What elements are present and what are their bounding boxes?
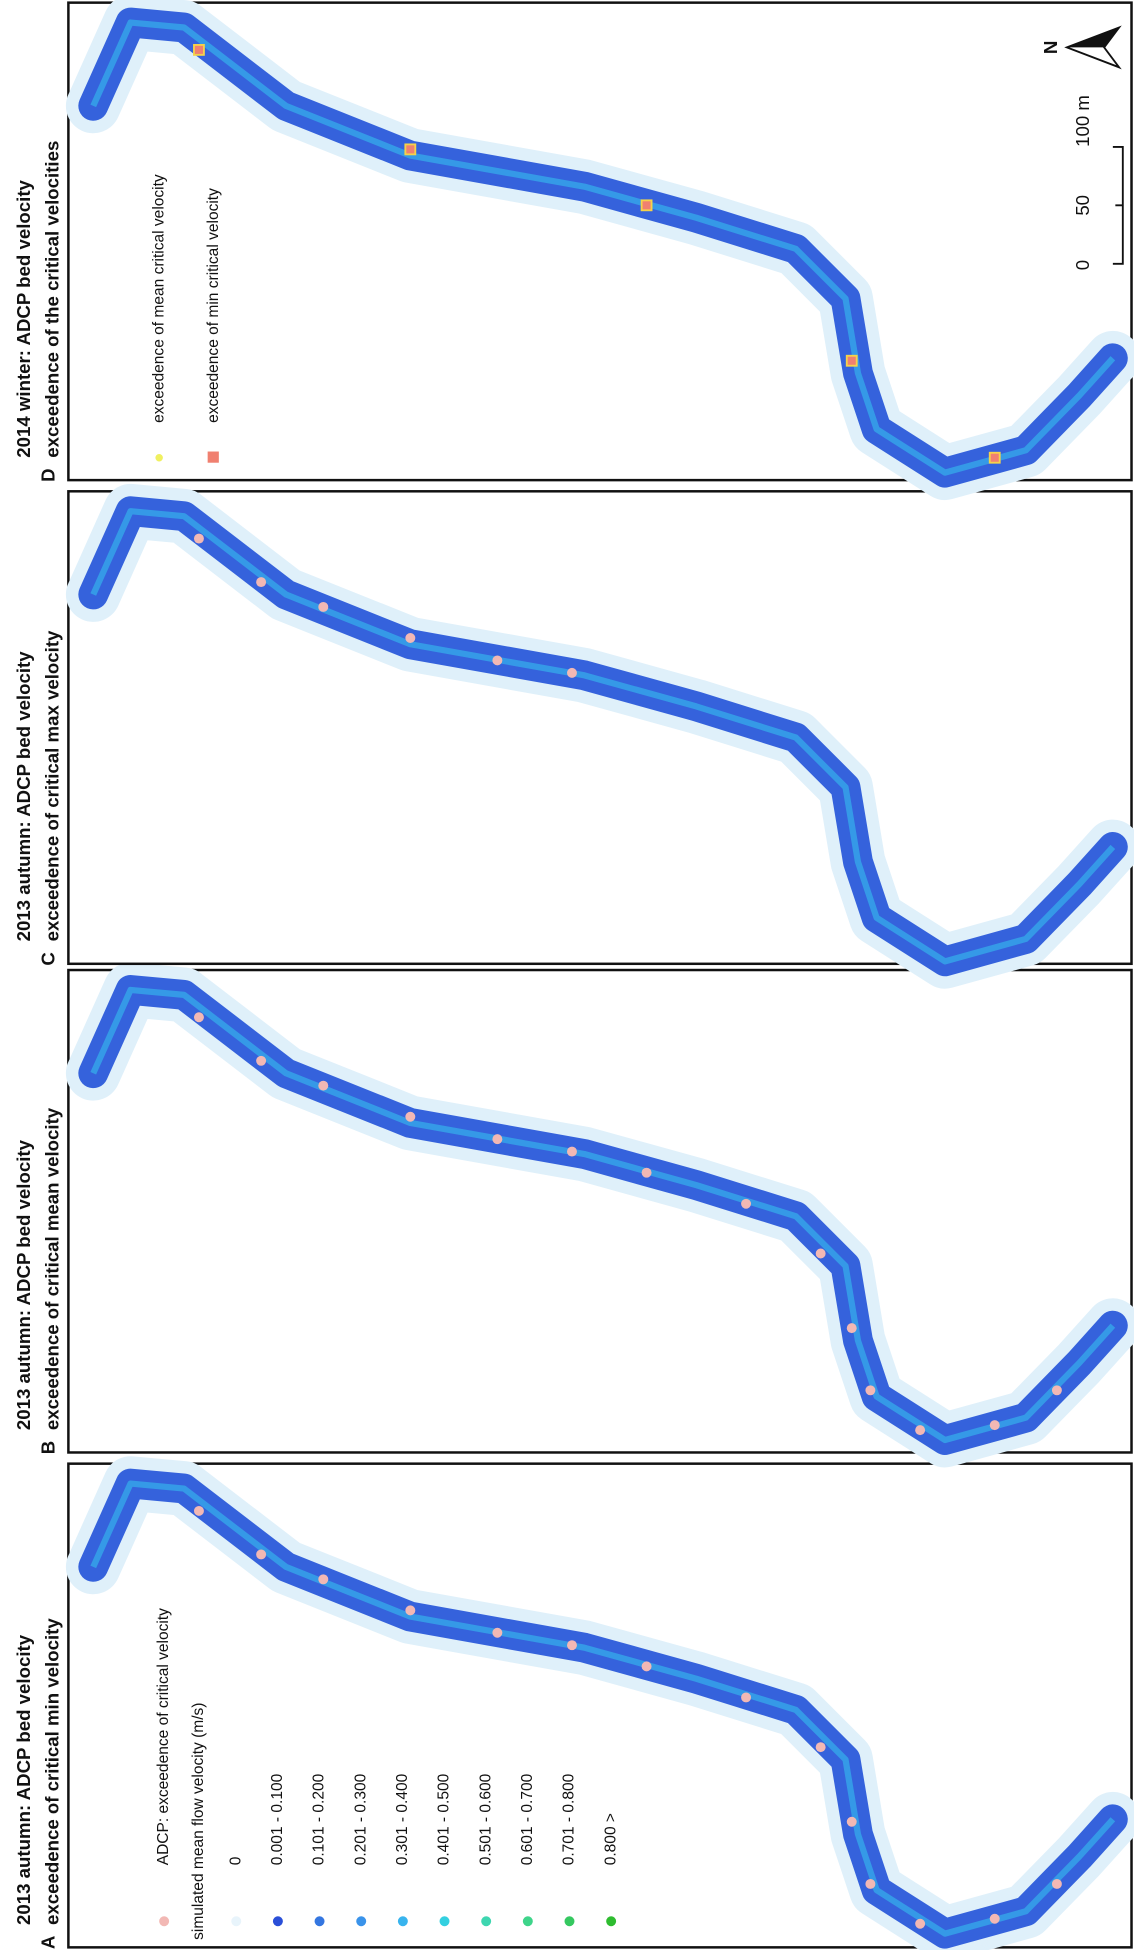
exceedence-point [845,354,858,367]
adcp-point [1051,1878,1062,1889]
panel-title: exceedence of critical min velocity [41,1618,62,1925]
adcp-point [193,533,204,544]
adcp-point [865,1878,876,1889]
panel-title: 2013 autumn: ADCP bed velocity [13,651,34,942]
legend-label: 0.601 - 0.700 [519,1773,536,1865]
legend-swatch [231,1916,242,1927]
legend-swatch [314,1916,325,1927]
legend-label: 0.401 - 0.500 [436,1773,453,1865]
river [78,975,1128,1455]
scale-bar [1112,145,1124,265]
legend-label: 0.201 - 0.300 [352,1773,369,1865]
adcp-point [741,1198,752,1209]
legend-marker [207,451,219,463]
adcp-point [567,1146,577,1157]
legend-label: 0.301 - 0.400 [394,1773,411,1865]
legend-swatch [397,1916,408,1927]
adcp-point [846,1816,857,1827]
panel-title: 2014 winter: ADCP bed velocity [13,179,34,457]
adcp-point [1051,1385,1062,1396]
scale-label: 100 m [1072,95,1093,147]
legend-swatch [564,1916,575,1927]
adcp-point [256,1055,267,1066]
adcp-point [193,1012,204,1023]
adcp-point [256,577,267,588]
legend-swatch [481,1916,492,1927]
legend-swatch [272,1916,283,1927]
legend-swatch [522,1916,533,1927]
adcp-point [256,1549,267,1560]
panel-title: exceedence of critical max velocity [41,630,62,941]
panel-title: exceedence of the critical velocities [41,141,62,458]
adcp-point [815,1742,826,1753]
legend-label: 0.501 - 0.600 [477,1773,494,1865]
river [78,1468,1128,1949]
panel-letter: C [38,952,59,965]
panel-title: 2013 autumn: ADCP bed velocity [13,1634,34,1925]
legend-label: ADCP: exceedence of critical velocity [155,1608,172,1865]
scale-label: 50 [1072,195,1093,216]
adcp-point [318,1574,329,1585]
legend-swatch [606,1916,617,1927]
adcp-point [405,1605,416,1616]
legend-label: 0 [227,1856,244,1865]
adcp-point [989,1913,1000,1924]
panel-frame [67,1,1133,482]
panel-letter: B [38,1441,59,1454]
panel-title: 2013 autumn: ADCP bed velocity [13,1139,34,1430]
north-label: N [1040,41,1061,54]
adcp-point [641,1167,652,1178]
adcp-point [318,601,329,612]
adcp-point [846,1323,857,1334]
adcp-point [915,1918,926,1929]
exceedence-point [640,199,653,212]
adcp-point [915,1425,926,1436]
panel-frame [67,968,1133,1454]
legend-label: 0.001 - 0.100 [269,1773,286,1865]
map-panel [65,483,1134,989]
adcp-point [405,633,416,644]
adcp-point [492,1134,503,1145]
map-panel [65,1456,1134,1950]
river [78,496,1128,977]
legend-heading: simulated mean flow velocity (m/s) [190,1703,207,1940]
legend-swatch [356,1916,367,1927]
river [78,7,1128,488]
map-panel [65,962,1134,1468]
legend-label: exceedence of min critical velocity [205,188,222,423]
legend-marker [155,454,163,462]
map-panel [65,0,1134,501]
panel-letter: D [38,468,59,481]
adcp-point [492,1627,503,1638]
panel-frame [67,1462,1133,1949]
legend-swatch [439,1916,450,1927]
exceedence-point [404,143,417,156]
panel-title: exceedence of critical mean velocity [41,1107,62,1430]
scale-label: 0 [1072,260,1093,270]
adcp-point [492,655,503,666]
adcp-point [865,1385,876,1396]
legend-label: exceedence of mean critical velocity [150,174,167,423]
adcp-point [815,1248,826,1259]
adcp-point [318,1080,329,1091]
legend-label: 0.800 > [602,1813,619,1865]
adcp-point [641,1661,652,1672]
panel-letter: A [38,1936,59,1949]
adcp-point [193,1505,204,1516]
adcp-point [741,1692,752,1703]
adcp-point [405,1111,416,1122]
adcp-point [989,1420,1000,1431]
adcp-point [567,667,577,678]
exceedence-point [193,43,205,56]
adcp-point [567,1640,577,1651]
exceedence-point [988,451,1001,464]
river-core [90,508,1116,965]
panel-frame [67,490,1133,966]
legend-label: 0.101 - 0.200 [311,1773,328,1865]
legend-marker [159,1916,170,1927]
legend-label: 0.701 - 0.800 [561,1773,578,1865]
